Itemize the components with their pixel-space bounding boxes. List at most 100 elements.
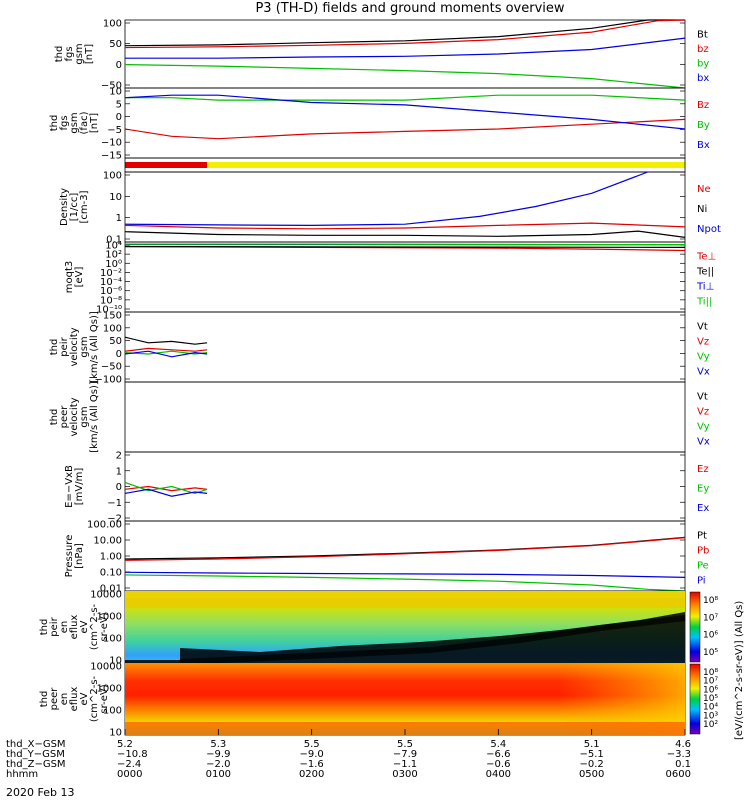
panel-fgs_detail: 105 0 −5 −10 −15 thd fgs gsm (fac) [nT] Bz By Bx [49, 87, 710, 162]
x-row-value: −0.6 [486, 759, 510, 770]
y-axis-label-line: thd [49, 409, 60, 426]
y-axis-label: Pressure [nPa] [64, 535, 85, 578]
y-tick-label: 0 [116, 482, 122, 493]
y-tick-label: 10 [109, 87, 122, 98]
y-axis-label-line: [nPa] [74, 543, 85, 569]
legend-entry: Ez [697, 464, 709, 475]
y-tick-label: 10 [109, 192, 122, 203]
legend-entry: Bx [697, 140, 710, 151]
y-axis-label-line: [nT] [89, 113, 100, 133]
legend-entry: Vx [697, 367, 710, 378]
colorbar-tick-label: 10⁴ [703, 703, 718, 713]
series-line-Pt [124, 536, 686, 560]
y-axis-label-line: thd [49, 339, 60, 356]
y-axis-label-line: E=−VxB [64, 465, 75, 508]
y-tick-label: −100 [95, 375, 122, 386]
y-axis-label-line: peir [49, 616, 60, 636]
x-row-value: −1.6 [300, 759, 324, 770]
x-row-label: thd_Z−GSM [6, 759, 66, 770]
y-tick-label: −2 [107, 514, 122, 525]
y-axis-label-line: eV [79, 620, 90, 633]
y-tick-label: 150 [103, 311, 122, 322]
y-axis-label-line: [km/s (All Qs)] [89, 381, 100, 453]
y-axis-label-line: eflux [69, 687, 80, 712]
y-axis-label-line: [cm-3] [79, 190, 90, 223]
panel-frame [124, 171, 686, 243]
series-line-Pb [124, 537, 686, 561]
y-axis-label: thd peir velocity gsm [km/s (All Qs)] [49, 311, 100, 383]
y-axis-label-line: gsm [74, 43, 85, 64]
series-line-by [125, 37, 686, 59]
series-line-Bt [124, 19, 685, 47]
series-line-Ni [124, 230, 686, 238]
series-line-Vz [124, 347, 208, 352]
y-tick-label: 10⁻² [100, 268, 122, 279]
y-tick-label: 50 [109, 39, 122, 50]
x-row-label: thd_X−GSM [6, 739, 66, 750]
y-tick-label: 1000 [97, 684, 122, 695]
x-row-label: hhmm [6, 769, 38, 780]
series-line-By [125, 94, 686, 101]
legend-entry: Bt [697, 29, 708, 40]
colorbar-tick-label: 10⁶ [703, 631, 718, 641]
panel-mode_bar [124, 157, 686, 173]
x-row-value: 0200 [299, 769, 324, 780]
series-line-Vx [124, 350, 208, 358]
series-line-Npot [124, 171, 648, 227]
y-tick-label: 0 [116, 112, 122, 123]
x-row-value: −5.1 [580, 749, 604, 760]
peer-en-spectrogram-fill [125, 663, 685, 735]
y-tick-label: 10⁻⁸ [100, 295, 122, 306]
y-tick-label: 10⁰ [105, 259, 122, 270]
date-label: 2020 Feb 13 [6, 786, 74, 799]
series-line-Ex [124, 488, 208, 497]
y-axis-label-line: peir [59, 336, 70, 356]
series-line-Ti|| [124, 243, 686, 246]
legend-entry: Pi [697, 576, 706, 587]
legend-entry: Ne [697, 184, 711, 195]
x-row-value: 0.1 [675, 759, 691, 770]
y-axis-label-line: [nT] [84, 44, 95, 64]
colorbar-tick-label: 10⁷ [703, 613, 718, 623]
panel-density: 100 10 1 0.1 Density [1/cc] [cm-3] Ne Ni Npot [59, 171, 721, 246]
y-tick-label: 0.01 [100, 584, 122, 595]
panel-peer_vel: thd peer velocity gsm [km/s (All Qs)] Vt Vz Vy V… [49, 381, 710, 453]
y-axis-label-line: eflux [69, 615, 80, 640]
y-tick-label: 2 [116, 451, 122, 462]
legend-entry: Ti⊥ [696, 282, 714, 293]
y-tick-label: 100 [103, 323, 122, 334]
colorbar-tick-label: 10⁸ [703, 596, 718, 606]
y-tick-label: 10 [109, 656, 122, 667]
series-line-Ne [124, 222, 686, 230]
y-tick-label: 5 [116, 99, 122, 110]
series-line-Vt [124, 336, 208, 345]
legend-entry: by [697, 58, 709, 69]
y-tick-label: 10⁻⁴ [100, 277, 122, 288]
x-axis-annotations: thd_X−GSM 5.2 5.3 5.5 5.5 5.4 5.1 4.6 thd_Y−GSM −… [6, 729, 691, 780]
y-axis-label-line: moqt3 [64, 261, 75, 294]
colorbar-peer [689, 663, 701, 735]
x-row-value: −2.0 [206, 759, 230, 770]
y-tick-label: 100 [103, 19, 122, 30]
legend-entry: Pb [697, 546, 709, 557]
y-tick-label: 0 [116, 60, 122, 71]
y-axis-label-line: [1/cc] [69, 193, 80, 222]
y-axis-label-line: gsm [69, 112, 80, 133]
x-row-label: thd_Y−GSM [6, 749, 65, 760]
y-tick-label: 50 [109, 336, 122, 347]
x-row-value: 0100 [206, 769, 231, 780]
x-row-value: −7.9 [393, 749, 417, 760]
y-axis-label-line: gsm [79, 406, 90, 427]
series-line-Pi [124, 571, 686, 578]
x-row-value: 0500 [579, 769, 604, 780]
y-tick-label: 1 [116, 466, 122, 477]
y-tick-label: 10⁴ [105, 241, 122, 252]
series-line-Bx [124, 94, 686, 130]
panel-pressure: 100.00 10.00 1.00 0.10 0.01 Pressure [nPa] Pt Pb… [64, 520, 709, 595]
legend-entry: Bz [697, 100, 709, 111]
legend-entry: Vt [697, 322, 708, 333]
y-tick-label: 10² [105, 250, 122, 261]
mode-bar-segment [207, 162, 685, 168]
